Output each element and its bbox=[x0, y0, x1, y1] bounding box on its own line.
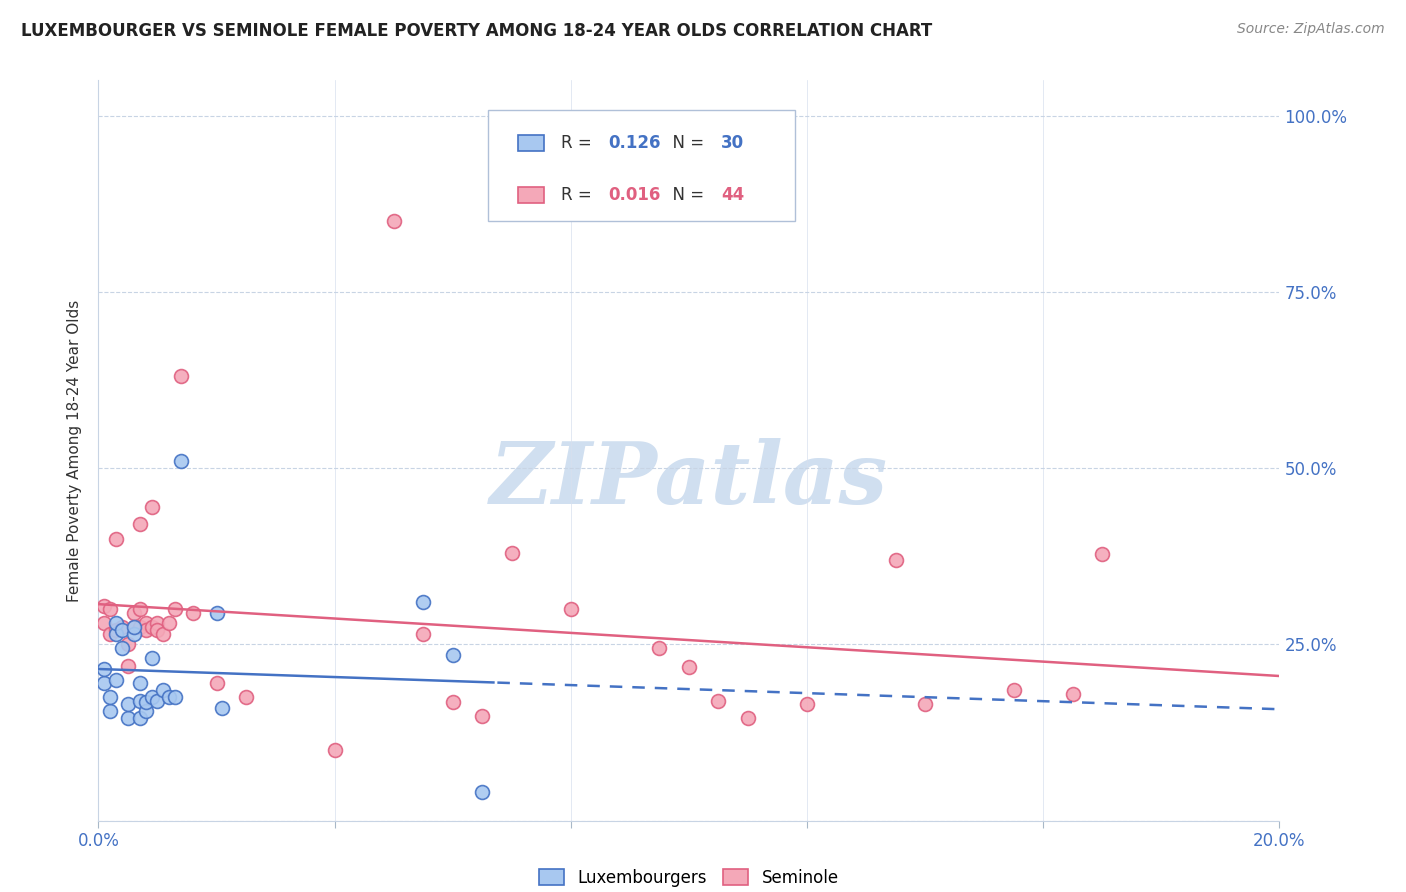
Point bbox=[93, 599, 115, 613]
Point bbox=[211, 701, 233, 715]
Text: LUXEMBOURGER VS SEMINOLE FEMALE POVERTY AMONG 18-24 YEAR OLDS CORRELATION CHART: LUXEMBOURGER VS SEMINOLE FEMALE POVERTY … bbox=[21, 22, 932, 40]
Point bbox=[205, 606, 228, 620]
Point bbox=[796, 698, 818, 712]
Text: 44: 44 bbox=[721, 186, 744, 204]
Point bbox=[181, 606, 204, 620]
Point bbox=[128, 711, 150, 725]
FancyBboxPatch shape bbox=[517, 135, 544, 152]
Point bbox=[98, 627, 121, 641]
Text: Source: ZipAtlas.com: Source: ZipAtlas.com bbox=[1237, 22, 1385, 37]
Point bbox=[117, 658, 139, 673]
Point bbox=[165, 690, 187, 705]
Point bbox=[146, 624, 169, 638]
Point bbox=[146, 616, 169, 631]
Point bbox=[105, 673, 128, 687]
Point bbox=[98, 602, 121, 616]
Point bbox=[165, 602, 187, 616]
Point bbox=[170, 369, 193, 384]
Point bbox=[135, 704, 157, 718]
FancyBboxPatch shape bbox=[517, 187, 544, 203]
Point bbox=[412, 627, 434, 641]
Text: N =: N = bbox=[662, 134, 709, 153]
Point bbox=[105, 532, 128, 546]
Point bbox=[205, 676, 228, 690]
Point bbox=[1091, 547, 1114, 561]
Point bbox=[235, 690, 257, 705]
Point bbox=[105, 627, 128, 641]
Point bbox=[117, 637, 139, 651]
Point bbox=[128, 676, 150, 690]
Point bbox=[128, 602, 150, 616]
Point bbox=[117, 711, 139, 725]
Point bbox=[678, 660, 700, 674]
Text: R =: R = bbox=[561, 186, 598, 204]
Point bbox=[648, 640, 671, 655]
Point bbox=[141, 620, 163, 634]
Point bbox=[105, 624, 128, 638]
Point bbox=[122, 606, 145, 620]
Point bbox=[135, 695, 157, 709]
Point bbox=[105, 616, 128, 631]
Point bbox=[122, 620, 145, 634]
Point bbox=[128, 694, 150, 708]
Point bbox=[441, 648, 464, 662]
Point bbox=[1062, 687, 1084, 701]
Point bbox=[737, 711, 759, 725]
Point bbox=[157, 690, 180, 705]
Point bbox=[98, 704, 121, 718]
Point bbox=[122, 620, 145, 634]
Point bbox=[471, 709, 494, 723]
Point bbox=[382, 214, 405, 228]
Point bbox=[141, 651, 163, 665]
Point bbox=[884, 553, 907, 567]
Point bbox=[323, 743, 346, 757]
Text: 0.126: 0.126 bbox=[609, 134, 661, 153]
Point bbox=[141, 500, 163, 514]
Point bbox=[157, 616, 180, 631]
Point bbox=[152, 627, 174, 641]
Point bbox=[441, 695, 464, 709]
Point bbox=[98, 690, 121, 705]
Point bbox=[471, 785, 494, 799]
Point bbox=[93, 616, 115, 631]
Text: N =: N = bbox=[662, 186, 709, 204]
Point bbox=[128, 620, 150, 634]
Point bbox=[111, 620, 134, 634]
Point bbox=[93, 662, 115, 676]
Text: ZIPatlas: ZIPatlas bbox=[489, 438, 889, 522]
Point bbox=[501, 546, 523, 560]
Point bbox=[122, 627, 145, 641]
Text: R =: R = bbox=[561, 134, 598, 153]
Point bbox=[135, 624, 157, 638]
Text: 30: 30 bbox=[721, 134, 744, 153]
Point bbox=[560, 602, 582, 616]
Point bbox=[146, 694, 169, 708]
Text: 0.016: 0.016 bbox=[609, 186, 661, 204]
Point bbox=[141, 690, 163, 705]
Point bbox=[707, 694, 730, 708]
Point bbox=[111, 640, 134, 655]
Y-axis label: Female Poverty Among 18-24 Year Olds: Female Poverty Among 18-24 Year Olds bbox=[67, 300, 83, 601]
Point bbox=[111, 624, 134, 638]
Point bbox=[117, 698, 139, 712]
Point bbox=[135, 616, 157, 631]
Point bbox=[93, 676, 115, 690]
Point bbox=[914, 698, 936, 712]
Point bbox=[152, 683, 174, 698]
Point bbox=[170, 454, 193, 468]
Point bbox=[128, 517, 150, 532]
FancyBboxPatch shape bbox=[488, 110, 796, 221]
Legend: Luxembourgers, Seminole: Luxembourgers, Seminole bbox=[533, 863, 845, 892]
Point bbox=[1002, 683, 1025, 698]
Point bbox=[412, 595, 434, 609]
